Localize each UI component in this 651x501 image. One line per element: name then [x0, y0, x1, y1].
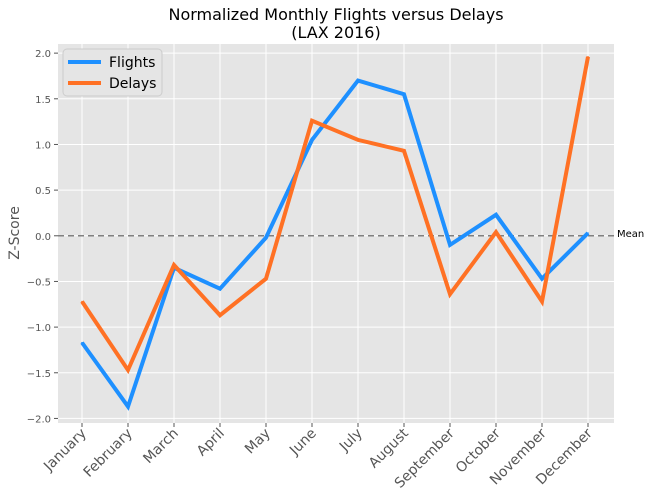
data-point-flights — [357, 79, 359, 82]
grid — [58, 44, 614, 423]
data-point-flights — [449, 244, 451, 246]
x-tick-label: July — [336, 426, 366, 456]
y-axis-label: Z-Score — [7, 206, 23, 260]
data-point-delays — [449, 293, 451, 296]
data-point-flights — [495, 213, 497, 216]
data-point-delays — [173, 264, 175, 266]
data-point-flights — [81, 341, 83, 344]
y-tick-label: 2.0 — [35, 49, 51, 60]
series-line-flights — [80, 78, 590, 411]
x-tick-label: June — [286, 426, 320, 460]
y-tick-label: 0.0 — [35, 232, 51, 243]
data-point-delays — [403, 150, 405, 152]
legend-label-delays: Delays — [109, 76, 156, 92]
data-point-flights — [311, 139, 313, 141]
data-point-delays — [127, 369, 129, 371]
data-point-delays — [219, 314, 221, 317]
x-tick-label: April — [194, 426, 228, 460]
y-tick-label: −2.0 — [27, 414, 51, 425]
mean-annotation: Mean — [617, 229, 644, 240]
y-tick-label: −1.0 — [27, 323, 51, 334]
data-point-delays — [81, 300, 83, 303]
x-tick-label: February — [81, 426, 136, 481]
x-tick-label: August — [366, 425, 412, 471]
chart-title-line1: Normalized Monthly Flights versus Delays — [168, 5, 503, 24]
legend: Flights Delays — [62, 48, 163, 97]
series-line-delays — [80, 56, 590, 375]
data-point-delays — [265, 277, 267, 280]
data-point-flights — [219, 287, 221, 290]
data-point-delays — [495, 231, 497, 233]
x-tick-label: May — [242, 426, 274, 458]
data-point-flights — [541, 277, 543, 280]
legend-label-flights: Flights — [109, 55, 155, 71]
data-point-flights — [127, 405, 129, 408]
data-point-flights — [265, 236, 267, 239]
data-point-flights — [403, 93, 405, 96]
data-point-delays — [311, 119, 313, 122]
y-tick-label: 1.0 — [35, 140, 51, 151]
y-tick-label: −0.5 — [27, 277, 51, 288]
data-point-flights — [587, 232, 589, 234]
data-point-delays — [587, 55, 589, 58]
y-tick-label: −1.5 — [27, 369, 51, 380]
x-tick-label: March — [140, 426, 181, 467]
y-tick-label: 1.5 — [35, 95, 51, 106]
y-axis-ticks: 2.0 1.5 1.0 0.5 0.0 −0.5 −1.0 −1.5 −2.0 — [27, 49, 58, 425]
series-group — [80, 55, 590, 411]
mean-line: Mean — [58, 229, 644, 240]
data-point-delays — [541, 300, 543, 303]
data-point-delays — [357, 139, 359, 141]
chart-title-line2: (LAX 2016) — [291, 23, 380, 42]
y-tick-label: 0.5 — [35, 186, 51, 197]
